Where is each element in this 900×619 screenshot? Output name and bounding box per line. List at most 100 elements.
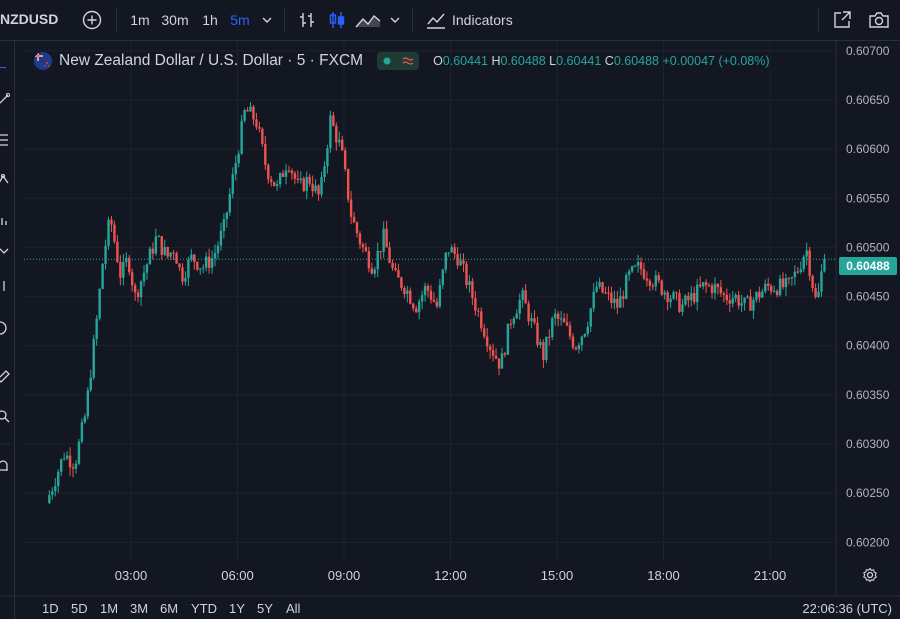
candle-body [293, 173, 297, 179]
range-1y[interactable]: 1Y [229, 601, 245, 616]
candle-body [719, 287, 723, 294]
candle-body [388, 247, 391, 263]
candle-body [332, 115, 335, 126]
text-icon[interactable] [0, 279, 10, 293]
interval-1h[interactable]: 1h [202, 12, 218, 28]
add-symbol-icon[interactable] [80, 8, 104, 32]
indicators-button[interactable]: Indicators [452, 12, 513, 28]
candle-body [367, 251, 371, 269]
close-value: 0.60488 [613, 54, 660, 68]
area-chart-icon[interactable] [354, 8, 382, 32]
legend-title[interactable]: New Zealand Dollar / U.S. Dollar · 5 · F… [59, 52, 364, 69]
candle-body [207, 256, 211, 268]
candle-body [619, 296, 622, 308]
candle-body [764, 283, 767, 292]
ruler-icon[interactable] [0, 369, 10, 383]
candle-body [743, 297, 746, 304]
range-all[interactable]: All [286, 601, 301, 616]
x-tick-label: 09:00 [328, 568, 361, 583]
camera-icon[interactable] [866, 8, 892, 32]
trend-line-icon[interactable] [0, 92, 11, 107]
range-5y[interactable]: 5Y [257, 601, 273, 616]
candle-body [178, 263, 181, 268]
candle-body [59, 459, 63, 472]
fullscreen-icon[interactable] [830, 8, 854, 32]
candle-body [355, 222, 359, 234]
brush-icon[interactable] [0, 241, 10, 255]
candle-body [805, 250, 808, 257]
candle-body [707, 285, 711, 287]
range-1m[interactable]: 1M [100, 601, 119, 616]
candle-body [216, 245, 220, 254]
symbol-label[interactable]: NZDUSD [0, 11, 59, 27]
candle-body [456, 254, 459, 266]
utc-clock[interactable]: 22:06:36 (UTC) [802, 601, 892, 616]
candle-body [728, 300, 731, 304]
interval-1m[interactable]: 1m [130, 12, 150, 28]
candle-body [444, 252, 447, 270]
candle-body [731, 298, 734, 304]
candle-body [184, 277, 187, 282]
magnet-icon[interactable] [0, 459, 10, 473]
candle-body [651, 285, 655, 287]
indicators-icon[interactable] [424, 8, 448, 32]
candle-body [364, 247, 368, 252]
candle-body [545, 336, 548, 360]
open-value: 0.60441 [442, 54, 488, 68]
candle-body [598, 282, 601, 287]
chevron-down-icon[interactable] [388, 8, 402, 32]
fib-icon[interactable] [0, 133, 10, 147]
market-status-badge[interactable] [377, 52, 420, 70]
ohlc-values: O0.60441 H0.60488 L0.60441 C0.60488 +0.0… [433, 54, 769, 68]
candle-body [249, 106, 252, 112]
chevron-down-icon[interactable] [260, 8, 274, 32]
candle-body [654, 275, 658, 287]
candle-body [148, 248, 152, 265]
candle-body [130, 272, 134, 286]
current-price-badge: 0.60488 [839, 257, 897, 275]
chart-settings-icon[interactable] [862, 567, 878, 583]
interval-30m[interactable]: 30m [161, 12, 189, 28]
forecast-icon[interactable] [0, 213, 10, 227]
range-1d[interactable]: 1D [42, 601, 59, 616]
candle-body [675, 292, 678, 294]
candle-body [429, 290, 433, 300]
range-ytd[interactable]: YTD [191, 601, 217, 616]
range-6m[interactable]: 6M [160, 601, 179, 616]
range-3m[interactable]: 3M [130, 601, 149, 616]
interval-5m[interactable]: 5m [230, 12, 250, 28]
candle-body [267, 164, 270, 180]
candle-body [678, 293, 681, 312]
range-5d[interactable]: 5D [71, 601, 88, 616]
candle-body [802, 256, 805, 270]
candle-body [474, 298, 477, 311]
candle-body [101, 263, 104, 289]
cursor-icon[interactable] [0, 66, 10, 81]
candle-body [83, 416, 87, 423]
candle-body [471, 281, 474, 299]
y-tick-label: 0.60700 [846, 44, 890, 58]
candle-body [420, 295, 424, 302]
candle-body [616, 298, 619, 308]
candle-body [660, 280, 663, 295]
candle-body [749, 296, 752, 311]
candle-chart-icon[interactable] [326, 8, 348, 32]
bar-chart-icon[interactable] [296, 8, 318, 32]
candle-body [539, 342, 542, 345]
candle-body [89, 377, 92, 391]
candle-body [317, 185, 320, 195]
candle-body [672, 292, 675, 299]
candle-body [122, 262, 125, 278]
toolbar-divider [818, 8, 819, 32]
emoji-icon[interactable] [0, 321, 10, 335]
candle-body [761, 291, 764, 298]
pattern-icon[interactable] [0, 173, 10, 187]
candle-body [175, 253, 178, 264]
candle-body [166, 247, 169, 257]
candle-body [222, 219, 226, 231]
zoom-icon[interactable] [0, 409, 10, 423]
candle-body [512, 318, 516, 324]
candle-body [275, 184, 279, 186]
candle-body [308, 176, 311, 184]
